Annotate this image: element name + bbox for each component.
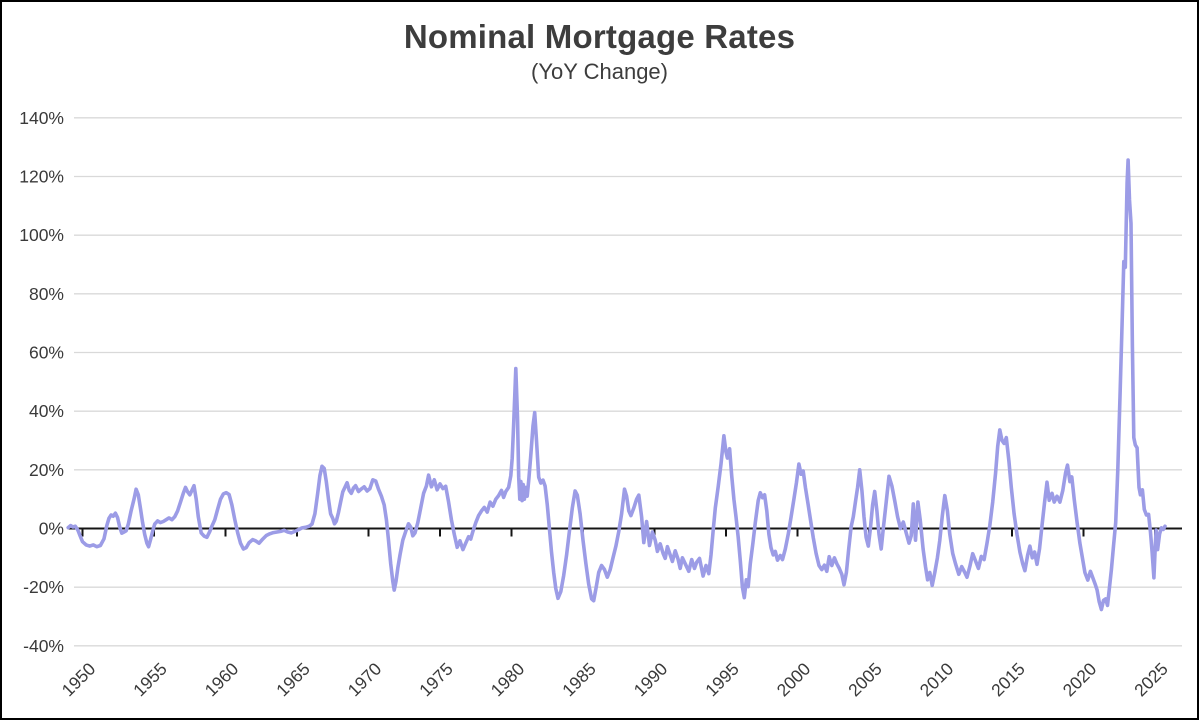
x-tick-label: 2000 — [773, 659, 815, 701]
x-tick-label: 1955 — [129, 659, 171, 701]
y-tick-label: 20% — [29, 460, 64, 480]
y-tick-label: -40% — [23, 636, 64, 656]
y-tick-label: 100% — [19, 225, 64, 245]
y-gridlines — [74, 117, 1182, 647]
x-tick-label: 1985 — [558, 659, 600, 701]
y-tick-label: -20% — [23, 577, 64, 597]
y-tick-label: 120% — [19, 167, 64, 187]
series-line — [66, 158, 1167, 612]
y-tick-label: 140% — [19, 108, 64, 128]
y-axis-labels: 140% 120% 100% 80% 60% 40% 20% 0% -20% -40% — [19, 108, 64, 656]
y-tick-label: 80% — [29, 284, 64, 304]
y-tick-label: 0% — [39, 519, 64, 539]
x-tick-label: 1960 — [201, 659, 243, 701]
x-tick-label: 1950 — [58, 659, 100, 701]
x-tick-label: 2025 — [1130, 659, 1172, 701]
x-tick-label: 1965 — [272, 659, 314, 701]
x-tick-label: 1975 — [415, 659, 457, 701]
x-tick-label: 1995 — [701, 659, 743, 701]
x-tick-label: 1970 — [344, 659, 386, 701]
x-tick-label: 2020 — [1059, 659, 1101, 701]
x-axis-labels: 1950 1955 1960 1965 1970 1975 1980 1985 1990 1995… — [58, 659, 1172, 701]
x-tick-label: 1980 — [487, 659, 529, 701]
y-tick-label: 60% — [29, 343, 64, 363]
x-tick-label: 1990 — [630, 659, 672, 701]
y-tick-label: 40% — [29, 401, 64, 421]
x-tick-label: 2015 — [987, 659, 1029, 701]
x-tick-label: 2005 — [844, 659, 886, 701]
x-tick-label: 2010 — [916, 659, 958, 701]
